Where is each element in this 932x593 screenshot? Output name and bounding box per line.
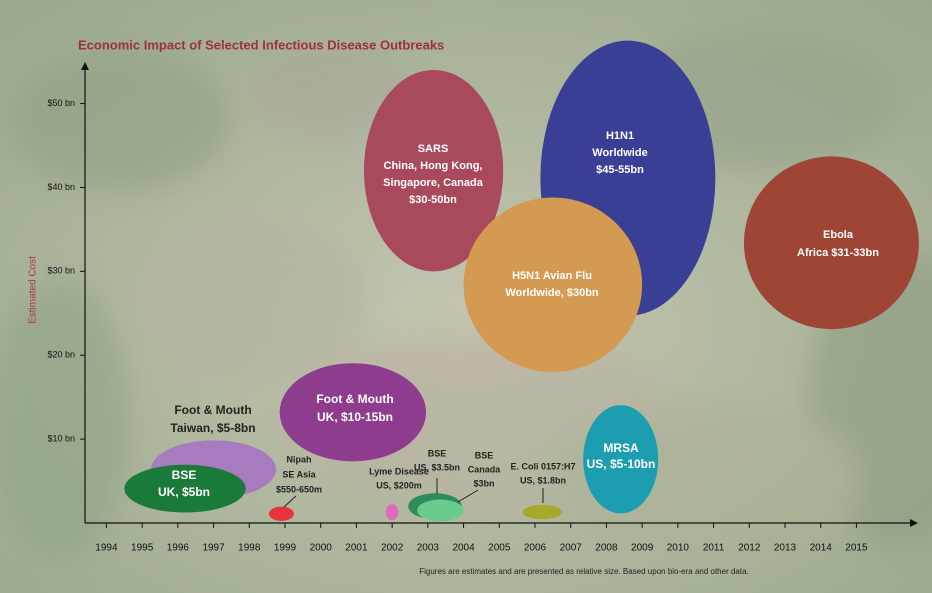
x-tick-label: 1999: [274, 543, 297, 554]
x-tick-label: 1994: [95, 543, 118, 554]
x-tick-label: 2007: [560, 543, 583, 554]
bubble-label: US, $200m: [376, 480, 422, 490]
x-axis-arrow: [910, 519, 918, 527]
bubble-label: Worldwide, $30bn: [505, 287, 599, 299]
x-tick-label: 2008: [595, 543, 618, 554]
bubble-label: H5N1 Avian Flu: [512, 270, 592, 282]
y-tick-label: $30 bn: [47, 266, 75, 276]
bubble: [363, 70, 504, 272]
bubble-label: MRSA: [603, 441, 639, 455]
bubble-label: Foot & Mouth: [174, 403, 251, 417]
bubble: [385, 504, 399, 521]
y-axis-arrow: [81, 62, 89, 70]
leader-line: [457, 489, 479, 503]
bubble-label: UK, $5bn: [158, 485, 210, 499]
bubble-label: H1N1: [606, 130, 634, 142]
bubble-label: BSE: [475, 450, 494, 460]
bubble-label: Worldwide: [592, 147, 647, 159]
bubble-label: UK, $10-15bn: [317, 410, 393, 424]
bubble: [463, 197, 643, 372]
bubble-label: $45-55bn: [596, 164, 644, 176]
bubble-label: Ebola: [823, 229, 854, 241]
bubble: [279, 363, 427, 462]
x-tick-label: 2014: [810, 543, 833, 554]
x-tick-label: 2003: [417, 543, 440, 554]
x-tick-label: 2011: [703, 543, 725, 554]
bubble-label: US, $3.5bn: [414, 462, 460, 472]
y-tick-label: $40 bn: [47, 182, 75, 192]
bubble-label: Africa $31-33bn: [797, 247, 879, 259]
bubble-label: Foot & Mouth: [316, 392, 393, 406]
y-tick-label: $50 bn: [47, 98, 75, 108]
footnote: Figures are estimates and are presented …: [419, 567, 749, 576]
bubble-label: Canada: [468, 464, 502, 474]
bubble: [124, 464, 246, 513]
x-tick-label: 2013: [774, 543, 797, 554]
bubble-label: BSE: [428, 448, 447, 458]
x-tick-label: 2010: [667, 543, 690, 554]
bubble: [268, 506, 294, 521]
x-tick-label: 1996: [167, 543, 190, 554]
bubble: [522, 504, 562, 520]
x-tick-label: 1997: [202, 543, 225, 554]
y-axis-label: Estimated Cost: [28, 256, 39, 324]
bubble: [417, 499, 464, 522]
bubble-label: Singapore, Canada: [383, 177, 484, 189]
x-tick-label: 2000: [310, 543, 333, 554]
bubble-label: China, Hong Kong,: [384, 160, 483, 172]
bubble: [743, 156, 919, 330]
x-tick-label: 2012: [738, 543, 761, 554]
x-tick-label: 2009: [631, 543, 654, 554]
bubble-label: US, $5-10bn: [587, 457, 656, 471]
x-tick-label: 2002: [381, 543, 404, 554]
y-tick-label: $20 bn: [47, 350, 75, 360]
bubble-label: $3bn: [473, 478, 494, 488]
bubble: [583, 405, 659, 514]
x-tick-label: 2015: [845, 543, 868, 554]
bubble-label: E. Coli 0157:H7: [510, 461, 575, 471]
leader-line: [283, 495, 297, 508]
x-tick-label: 2001: [345, 543, 368, 554]
x-tick-label: 1998: [238, 543, 261, 554]
bubble-label: SE Asia: [282, 469, 316, 479]
bubble-label: Lyme Disease: [369, 466, 429, 476]
y-tick-label: $10 bn: [47, 433, 75, 443]
bubble-label: Taiwan, $5-8bn: [170, 421, 255, 435]
bubble-label: $550-650m: [276, 484, 322, 494]
x-tick-label: 2005: [488, 543, 511, 554]
bubble-label: US, $1.8bn: [520, 475, 566, 485]
x-tick-label: 1995: [131, 543, 154, 554]
bubble-label: BSE: [172, 468, 197, 482]
bubble-label: $30-50bn: [409, 194, 457, 206]
x-tick-label: 2004: [452, 543, 475, 554]
chart-title: Economic Impact of Selected Infectious D…: [78, 37, 444, 52]
x-tick-label: 2006: [524, 543, 547, 554]
bubble-label: Nipah: [286, 454, 311, 464]
bubble-label: SARS: [418, 143, 449, 155]
